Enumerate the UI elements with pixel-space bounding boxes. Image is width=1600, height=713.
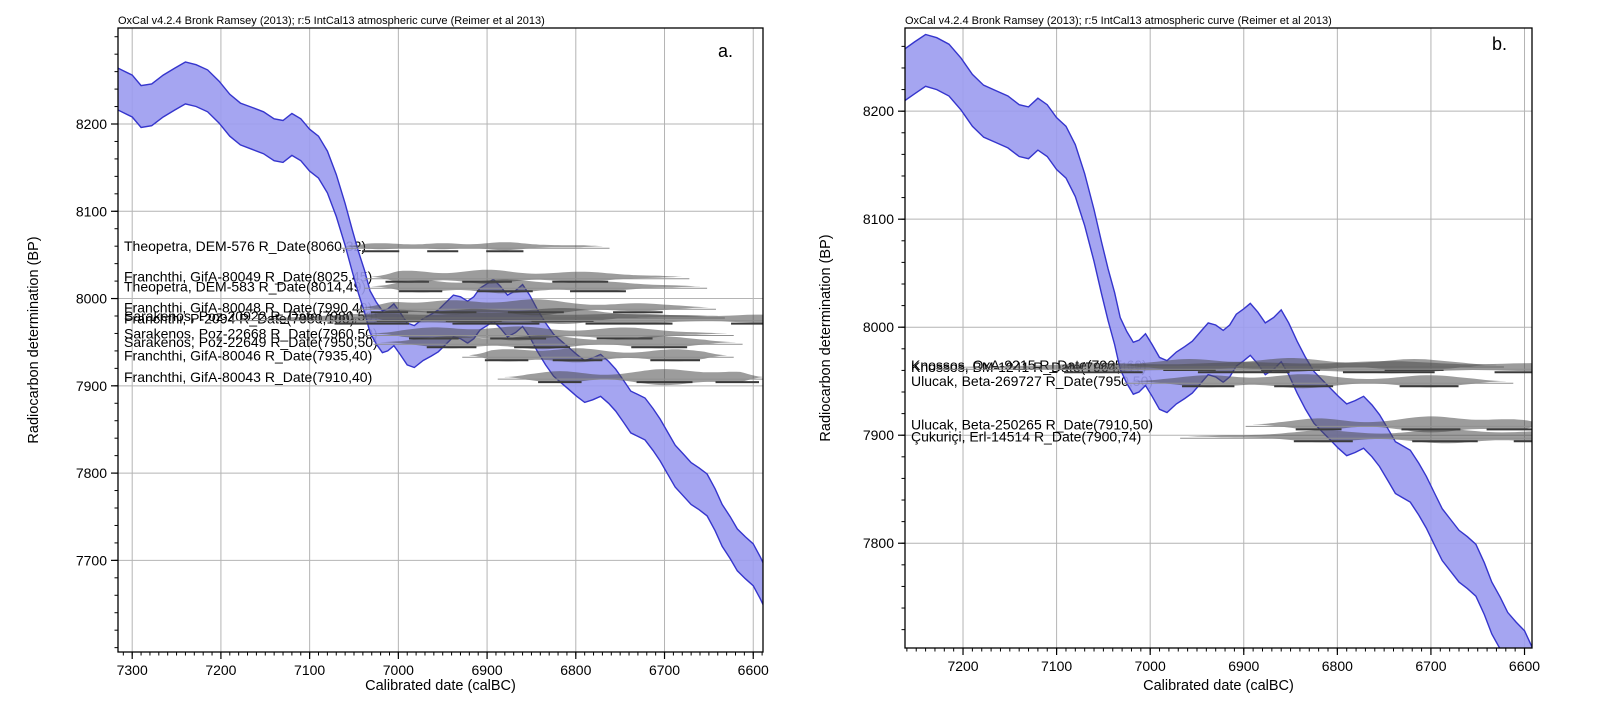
date-label: Ulucak, Beta-269727 R_Date(7950,50) (911, 373, 1153, 389)
x-tick-label: 6900 (472, 662, 503, 678)
x-tick-label: 6700 (649, 662, 680, 678)
date-distribution (345, 242, 603, 251)
x-tick-label: 7200 (205, 662, 236, 678)
date-distribution (944, 361, 1532, 374)
panel-a: Theopetra, DEM-576 R_Date(8060,32) Franch… (26, 15, 769, 694)
x-tick-label: 7000 (1135, 658, 1166, 674)
x-tick-label: 6900 (1228, 658, 1259, 674)
date-label: Çukuriçi, Erl-14514 R_Date(7900,74) (911, 428, 1141, 444)
panel-b-plot: Knossos, OxA-9215 R_Date(7965,60)Knossos… (818, 15, 1540, 694)
y-tick-label: 8100 (863, 211, 894, 227)
x-tick-label: 7100 (294, 662, 325, 678)
date-label: Sarakenos, Poz-22649 R_Date(7950,50) (124, 334, 378, 350)
date-distribution (371, 279, 700, 294)
y-tick-label: 8200 (76, 116, 107, 132)
oxcal-credit: OxCal v4.2.4 Bronk Ramsey (2013); r:5 In… (905, 15, 1332, 27)
date-label: Franchthi, GifA-80049 R_Date(8025,45) (124, 269, 372, 285)
plot-content: Knossos, OxA-9215 R_Date(7965,60)Knossos… (905, 33, 1532, 648)
x-tick-label: 7200 (947, 658, 978, 674)
x-tick-label: 6600 (1509, 658, 1540, 674)
y-tick-label: 7800 (863, 535, 894, 551)
oxcal-credit: OxCal v4.2.4 Bronk Ramsey (2013); r:5 In… (118, 15, 545, 27)
plot-content: Theopetra, DEM-576 R_Date(8060,32) Franch… (118, 61, 763, 607)
date-label: Franchthi, GifA-80046 R_Date(7935,40) (124, 347, 372, 363)
date-distribution (1187, 429, 1532, 444)
y-tick-label: 7900 (863, 427, 894, 443)
date-label: Theopetra, DEM-583 R_Date(8014,49) (124, 278, 366, 294)
y-tick-label: 8100 (76, 203, 107, 219)
y-tick-label: 8000 (76, 291, 107, 307)
x-axis-title: Calibrated date (calBC) (365, 678, 516, 694)
x-axis-title: Calibrated date (calBC) (1143, 678, 1294, 694)
x-tick-label: 7000 (383, 662, 414, 678)
panel-letter: a. (718, 41, 733, 61)
date-distribution (1131, 374, 1506, 389)
y-axis-title: Radiocarbon determination (BP) (26, 236, 42, 443)
x-tick-label: 6600 (738, 662, 769, 678)
panel-b: Knossos, OxA-9215 R_Date(7965,60) Knossos… (800, 0, 1600, 713)
date-label: Theopetra, DEM-576 R_Date(8060,32) (124, 238, 366, 254)
date-label: Franchthi, GifA-80048 R_Date(7990,40) (124, 299, 372, 315)
x-tick-label: 6800 (1322, 658, 1353, 674)
plot-frame (904, 27, 1533, 649)
plot-frame (117, 27, 764, 653)
y-tick-label: 8000 (863, 319, 894, 335)
panel-letter: b. (1492, 34, 1507, 54)
date-distribution (371, 269, 683, 284)
date-distribution (380, 335, 736, 350)
date-label: Franchthi, GifA-80043 R_Date(7910,40) (124, 369, 372, 385)
calibration-curve-band (905, 34, 1532, 648)
panel-a-plot: Theopetra, DEM-576 R_Date(8060,32) Franch… (26, 15, 769, 694)
y-tick-label: 7900 (76, 378, 107, 394)
x-tick-label: 7300 (117, 662, 148, 678)
x-tick-label: 6800 (560, 662, 591, 678)
y-axis-title: Radiocarbon determination (BP) (818, 234, 834, 441)
date-label: Sarakenos, Poz-22668 R_Date(7960,50) (124, 326, 378, 342)
calibration-curve-edge (905, 85, 1501, 648)
date-distribution (238, 312, 763, 325)
calibration-curve-edge (118, 61, 763, 565)
date-distribution (469, 348, 727, 363)
y-tick-label: 8200 (863, 103, 894, 119)
x-tick-label: 6700 (1415, 658, 1446, 674)
date-label: Ulucak, Beta-250265 R_Date(7910,50) (911, 416, 1153, 432)
y-tick-label: 7800 (76, 465, 107, 481)
calibration-curve-edge (905, 33, 1532, 648)
y-tick-label: 7700 (76, 552, 107, 568)
x-tick-label: 7100 (1041, 658, 1072, 674)
